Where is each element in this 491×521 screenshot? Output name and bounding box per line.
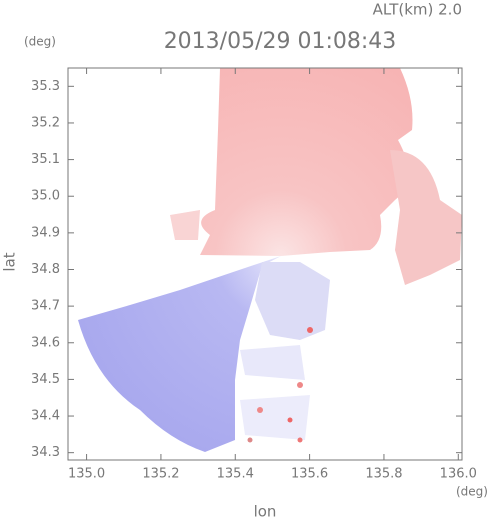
x-tick-label: 135.8: [365, 467, 402, 482]
plot-frame: [67, 67, 463, 461]
x-axis-label: lon: [254, 503, 277, 521]
y-tick-label: 35.0: [31, 189, 60, 204]
chart-title: 2013/05/29 01:08:43: [164, 29, 397, 54]
y-tick-label: 34.3: [31, 445, 60, 460]
x-tick-label: 135.2: [142, 467, 179, 482]
y-unit: (deg): [24, 35, 56, 49]
y-tick-label: 35.2: [31, 115, 60, 130]
y-tick-label: 34.8: [31, 262, 60, 277]
y-tick-label: 34.7: [31, 299, 60, 314]
y-tick-label: 34.6: [31, 335, 60, 350]
y-tick-label: 35.3: [31, 79, 60, 94]
y-tick-label: 35.1: [31, 152, 60, 167]
subtitle: ALT(km) 2.0: [373, 1, 462, 19]
x-tick-label: 135.4: [217, 467, 254, 482]
x-unit: (deg): [456, 485, 488, 499]
x-tick-label: 135.0: [68, 467, 105, 482]
x-tick-label: 135.6: [291, 467, 328, 482]
y-tick-label: 34.5: [31, 372, 60, 387]
y-tick-label: 34.4: [31, 409, 60, 424]
y-axis-label: lat: [1, 252, 19, 271]
radar-field: [78, 68, 462, 452]
x-tick-label: 136.0: [440, 467, 477, 482]
y-tick-label: 34.9: [31, 225, 60, 240]
